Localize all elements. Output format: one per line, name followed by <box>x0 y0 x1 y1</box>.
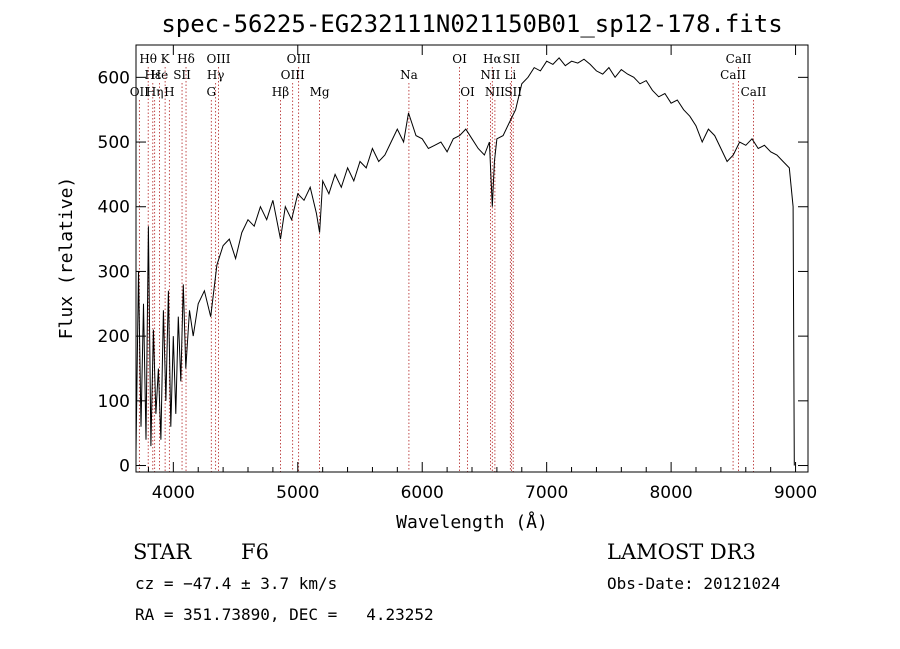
object-subclass: F6 <box>241 540 269 564</box>
y-tick-label-0: 0 <box>119 457 130 477</box>
x-tick-label-1: 5000 <box>276 483 319 503</box>
y-tick-label-5: 500 <box>98 133 130 153</box>
line-marker-label-27: CaII <box>741 85 767 99</box>
obs-date: Obs-Date: 20121024 <box>607 574 781 593</box>
axis-ticks: 4000 5000 6000 7000 8000 9000 0 100 200 300 400 500… <box>98 45 817 503</box>
y-tick-label-4: 400 <box>98 198 130 218</box>
line-marker-label-10: Hγ <box>207 68 225 82</box>
line-marker-label-1: OII <box>130 85 150 99</box>
y-tick-label-1: 100 <box>98 392 130 412</box>
line-marker-label-14: OIII <box>281 68 305 82</box>
y-axis-label: Flux (relative) <box>56 177 77 340</box>
redshift-cz: cz = −47.4 ± 3.7 km/s <box>135 574 338 593</box>
line-marker-label-3: He <box>151 68 169 82</box>
object-class: STAR <box>133 540 192 564</box>
line-marker-label-11: G <box>206 85 216 99</box>
line-marker-label-20: NII <box>480 68 500 82</box>
chart-title: spec-56225-EG232111N021150B01_sp12-178.f… <box>161 10 782 38</box>
plot-frame <box>135 44 809 473</box>
spectrum-chart: spec-56225-EG232111N021150B01_sp12-178.f… <box>56 10 817 533</box>
line-marker-label-15: Mg <box>310 85 330 99</box>
line-marker-label-13: OIII <box>287 52 311 66</box>
line-marker-label-25: CaII <box>726 52 752 66</box>
x-axis-label: Wavelength (Å) <box>396 511 548 533</box>
line-marker-label-21: NII <box>485 85 505 99</box>
line-marker-label-23: Li <box>504 68 516 82</box>
line-marker-label-7: SII <box>173 68 191 82</box>
y-tick-label-2: 200 <box>98 327 130 347</box>
x-tick-label-4: 8000 <box>649 483 692 503</box>
x-tick-label-5: 9000 <box>774 483 817 503</box>
x-tick-label-3: 7000 <box>525 483 568 503</box>
line-marker-label-9: OIII <box>206 52 230 66</box>
line-marker-label-8: Hδ <box>177 52 195 66</box>
line-marker-label-2: Hε <box>144 68 161 82</box>
line-marker-label-16: Na <box>400 68 418 82</box>
coordinates: RA = 351.73890, DEC = 4.23252 <box>135 605 434 624</box>
x-tick-label-0: 4000 <box>152 483 195 503</box>
line-marker-label-0: Hθ <box>139 52 157 66</box>
x-tick-label-2: 6000 <box>401 483 444 503</box>
line-marker-label-5: K <box>161 52 171 66</box>
line-marker-label-19: Hα <box>483 52 502 66</box>
line-marker-label-18: OI <box>460 85 475 99</box>
line-marker-label-6: H <box>164 85 174 99</box>
survey-name: LAMOST DR3 <box>607 540 756 564</box>
line-marker-label-12: Hβ <box>272 85 289 99</box>
line-marker-label-24: SII <box>504 85 522 99</box>
y-tick-label-3: 300 <box>98 262 130 282</box>
line-marker-label-22: SII <box>503 52 521 66</box>
y-tick-label-6: 600 <box>98 68 130 88</box>
line-marker-label-26: CaII <box>720 68 746 82</box>
spectrum-series-line <box>135 57 795 466</box>
line-marker-label-4: Hη <box>146 85 164 99</box>
line-marker-label-17: OI <box>452 52 467 66</box>
